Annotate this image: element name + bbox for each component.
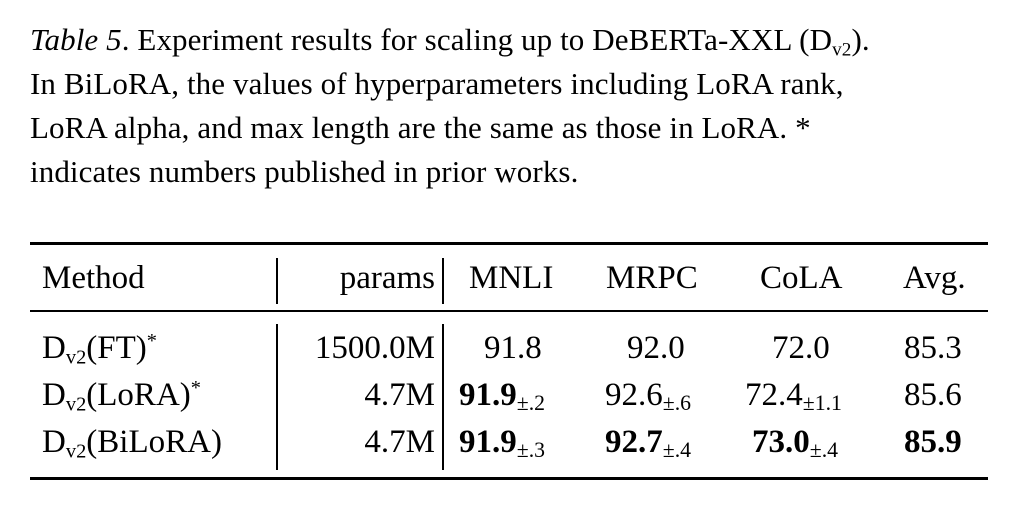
row-mnli: 91.9±.2 bbox=[459, 373, 545, 425]
header-cola: CoLA bbox=[760, 260, 843, 296]
body-divider-params bbox=[442, 324, 444, 470]
caption-label: Table 5 bbox=[30, 22, 122, 57]
row-mrpc: 92.0 bbox=[627, 326, 685, 370]
method-sub: v2 bbox=[65, 393, 87, 416]
row-avg: 85.3 bbox=[904, 330, 962, 366]
mrpc-std: ±.6 bbox=[662, 390, 692, 415]
table-row: Dv2(BiLoRA) 4.7M 91.9±.3 92.7±.4 73.0±.4… bbox=[0, 420, 1013, 464]
method-base: D bbox=[42, 377, 66, 413]
row-method: Dv2(BiLoRA) bbox=[42, 420, 222, 464]
method-name: (BiLoRA) bbox=[86, 424, 222, 460]
cola-std: ±.4 bbox=[809, 437, 839, 462]
cola-std: ±1.1 bbox=[802, 390, 842, 415]
caption-text-end: ). bbox=[851, 22, 870, 57]
row-mrpc: 92.7±.4 bbox=[605, 420, 691, 472]
cola-value: 72.0 bbox=[772, 330, 830, 366]
table-bottom-rule bbox=[30, 477, 988, 480]
row-params: 4.7M bbox=[364, 424, 435, 460]
caption-line-4: indicates numbers published in prior wor… bbox=[30, 154, 579, 189]
mnli-value: 91.9 bbox=[459, 377, 517, 413]
mrpc-value: 92.6 bbox=[605, 377, 663, 413]
caption-line-2: In BiLoRA, the values of hyperparameters… bbox=[30, 66, 844, 101]
table-row: Dv2(FT)* 1500.0M 91.8 92.0 72.0 85.3 bbox=[0, 326, 1013, 370]
header-divider-params bbox=[442, 258, 444, 304]
mnli-std: ±.2 bbox=[516, 390, 546, 415]
caption-line-3: LoRA alpha, and max length are the same … bbox=[30, 110, 811, 145]
row-params: 4.7M bbox=[364, 377, 435, 413]
mnli-std: ±.3 bbox=[516, 437, 546, 462]
method-sub: v2 bbox=[65, 440, 87, 463]
method-base: D bbox=[42, 330, 66, 366]
mrpc-value: 92.0 bbox=[627, 330, 685, 366]
table-caption: Table 5. Experiment results for scaling … bbox=[30, 18, 985, 194]
header-params: params bbox=[339, 260, 435, 296]
row-mrpc: 92.6±.6 bbox=[605, 373, 691, 425]
header-mnli: MNLI bbox=[469, 260, 554, 296]
row-params: 1500.0M bbox=[314, 330, 435, 366]
method-sup: * bbox=[190, 376, 201, 399]
method-sub: v2 bbox=[65, 346, 87, 369]
caption-subscript: v2 bbox=[832, 39, 852, 61]
row-mnli: 91.8 bbox=[484, 326, 542, 370]
row-cola: 72.4±1.1 bbox=[745, 373, 842, 425]
method-name: (FT) bbox=[86, 330, 147, 366]
row-avg: 85.6 bbox=[904, 377, 962, 413]
mrpc-value: 92.7 bbox=[605, 424, 663, 460]
header-avg: Avg. bbox=[903, 260, 966, 296]
header-mrpc: MRPC bbox=[606, 260, 698, 296]
cola-value: 72.4 bbox=[745, 377, 803, 413]
table-header-row: Method params MNLI MRPC CoLA Avg. bbox=[0, 256, 1013, 300]
mnli-value: 91.8 bbox=[484, 330, 542, 366]
mrpc-std: ±.4 bbox=[662, 437, 692, 462]
row-method: Dv2(LoRA)* bbox=[42, 373, 201, 417]
row-mnli: 91.9±.3 bbox=[459, 420, 545, 472]
row-cola: 73.0±.4 bbox=[752, 420, 838, 472]
caption-text: . Experiment results for scaling up to D… bbox=[121, 22, 833, 57]
method-sup: * bbox=[146, 329, 157, 352]
method-base: D bbox=[42, 424, 66, 460]
table-top-rule bbox=[30, 242, 988, 245]
caption-line-1: Table 5. Experiment results for scaling … bbox=[30, 18, 985, 62]
row-cola: 72.0 bbox=[772, 326, 830, 370]
table-row: Dv2(LoRA)* 4.7M 91.9±.2 92.6±.6 72.4±1.1… bbox=[0, 373, 1013, 417]
table-mid-rule bbox=[30, 310, 988, 312]
mnli-value: 91.9 bbox=[459, 424, 517, 460]
row-method: Dv2(FT)* bbox=[42, 326, 157, 370]
header-method: Method bbox=[42, 260, 145, 296]
method-name: (LoRA) bbox=[86, 377, 191, 413]
row-avg: 85.9 bbox=[904, 424, 962, 460]
body-divider-method bbox=[276, 324, 278, 470]
header-divider-method bbox=[276, 258, 278, 304]
cola-value: 73.0 bbox=[752, 424, 810, 460]
